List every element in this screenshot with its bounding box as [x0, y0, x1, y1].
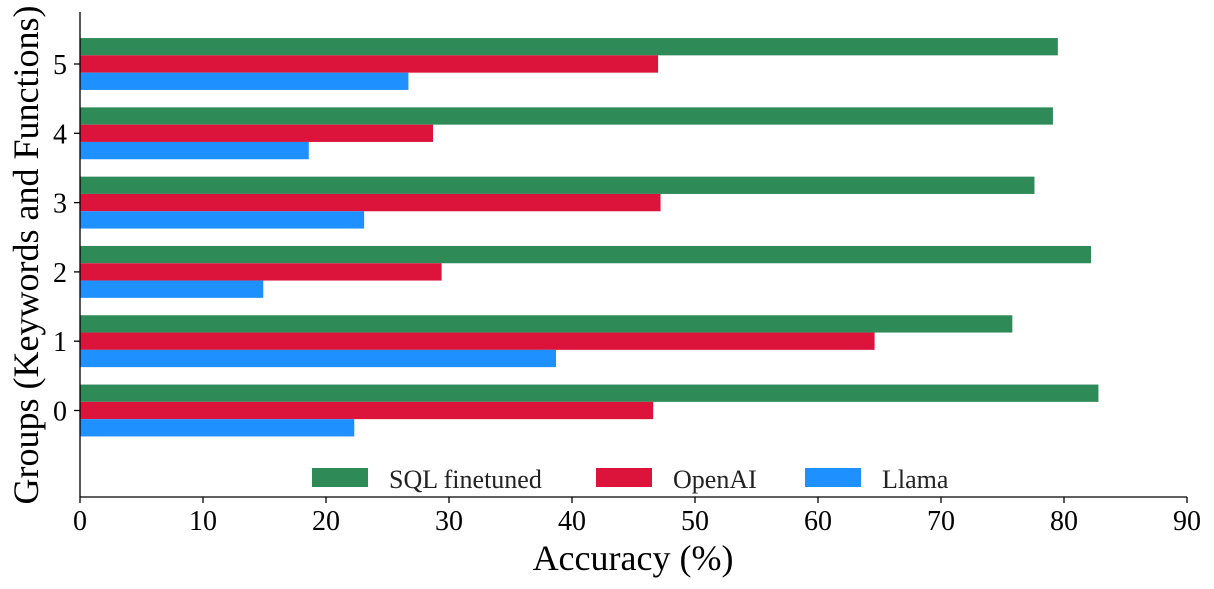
- legend: SQL finetuned OpenAI Llama: [312, 465, 949, 494]
- x-tick-label: 30: [435, 506, 463, 537]
- legend-swatch-llama: [805, 468, 861, 487]
- legend-label-sql-finetuned: SQL finetuned: [389, 465, 542, 494]
- x-tick-label: 90: [1173, 506, 1201, 537]
- bar-sql-finetuned-group-4: [80, 107, 1053, 125]
- y-ticks: 0 1 2 3 4 5: [53, 50, 80, 428]
- bar-sql-finetuned-group-2: [80, 245, 1092, 264]
- bar-sql-finetuned-group-0: [80, 384, 1099, 402]
- bar-sql-finetuned-group-3: [80, 176, 1035, 194]
- bar-openai-group-2: [80, 263, 442, 281]
- y-tick-label: 0: [53, 397, 67, 428]
- bar-llama-group-4: [80, 141, 309, 160]
- bar-sql-finetuned-group-5: [80, 38, 1058, 56]
- x-tick-label: 70: [927, 506, 955, 537]
- bar-openai-group-5: [80, 55, 659, 73]
- bar-llama-group-3: [80, 211, 365, 229]
- y-axis-title: Groups (Keywords and Functions): [6, 6, 46, 505]
- bar-openai-group-3: [80, 193, 661, 212]
- bar-openai-group-1: [80, 332, 875, 350]
- x-axis-title: Accuracy (%): [533, 538, 734, 578]
- bar-llama-group-5: [80, 72, 409, 90]
- bar-openai-group-0: [80, 401, 654, 420]
- bar-openai-group-4: [80, 124, 434, 142]
- x-tick-label: 20: [312, 506, 340, 537]
- x-tick-label: 40: [558, 506, 586, 537]
- bar-llama-group-0: [80, 419, 355, 437]
- legend-swatch-sql-finetuned: [312, 468, 368, 487]
- bar-sql-finetuned-group-1: [80, 315, 1013, 333]
- legend-label-openai: OpenAI: [673, 465, 757, 494]
- bar-llama-group-1: [80, 349, 557, 368]
- y-tick-label: 1: [53, 327, 67, 358]
- x-tick-label: 60: [804, 506, 832, 537]
- bar-llama-group-2: [80, 280, 264, 298]
- x-tick-label: 10: [189, 506, 217, 537]
- y-tick-label: 2: [53, 258, 67, 289]
- x-tick-label: 0: [73, 506, 87, 537]
- x-tick-label: 80: [1050, 506, 1078, 537]
- y-tick-label: 5: [53, 50, 67, 81]
- legend-label-llama: Llama: [882, 465, 949, 494]
- legend-swatch-openai: [596, 468, 652, 487]
- bars-group: [80, 38, 1099, 437]
- y-tick-label: 4: [53, 119, 67, 150]
- x-ticks: 0 10 20 30 40 50 60 70 80 90: [73, 497, 1201, 537]
- x-tick-label: 50: [681, 506, 709, 537]
- y-tick-label: 3: [53, 189, 67, 220]
